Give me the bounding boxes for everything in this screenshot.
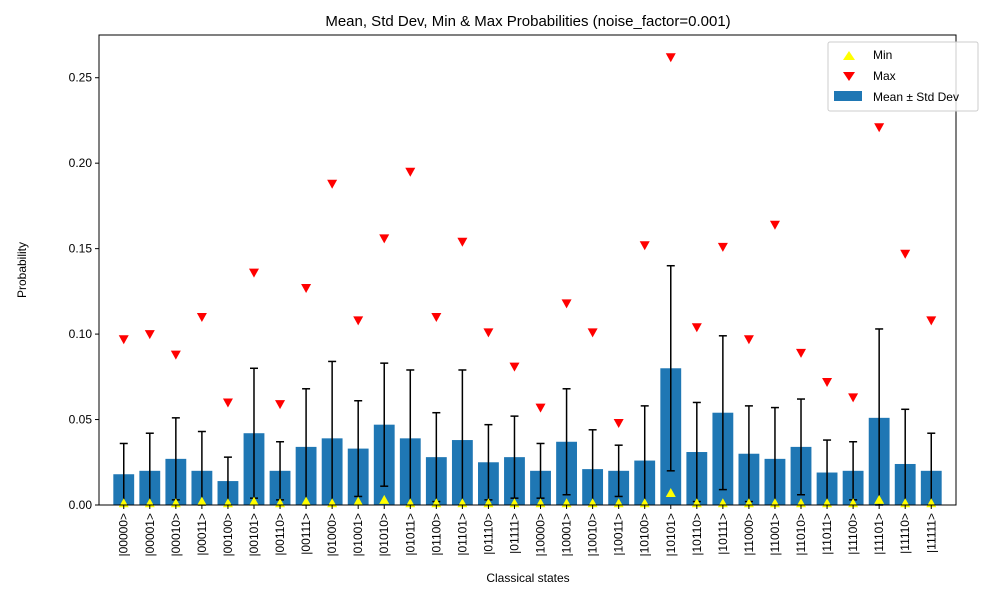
max-marker-2 xyxy=(170,350,181,360)
min-marker-7 xyxy=(301,496,312,506)
x-tick-label-31: |11111> xyxy=(924,513,938,553)
max-marker-16 xyxy=(535,403,546,413)
max-marker-31 xyxy=(926,316,937,326)
x-tick-label-7: |00111> xyxy=(299,513,313,555)
max-marker-19 xyxy=(613,418,624,428)
max-marker-6 xyxy=(275,400,286,410)
x-tick-label-19: |10011> xyxy=(612,513,626,556)
y-tick-label-0: 0.00 xyxy=(69,498,93,512)
x-tick-label-27: |11011> xyxy=(820,513,834,555)
max-marker-11 xyxy=(405,167,416,177)
legend-bar-marker xyxy=(834,91,862,101)
max-marker-22 xyxy=(691,323,702,333)
x-tick-label-15: |01111> xyxy=(507,513,521,554)
max-marker-12 xyxy=(431,313,442,322)
x-tick-label-21: |10101> xyxy=(664,513,678,557)
axes: |00000> |00001> |00010> |00011> |00100> |0010… xyxy=(69,71,939,557)
x-tick-label-12: |01100> xyxy=(429,513,443,556)
y-tick-label-4: 0.20 xyxy=(69,156,93,170)
max-marker-23 xyxy=(717,242,728,252)
max-marker-5 xyxy=(248,268,259,278)
max-marker-27 xyxy=(822,377,833,387)
max-marker-18 xyxy=(587,328,598,338)
min-marker-9 xyxy=(353,496,364,506)
max-marker-29 xyxy=(874,123,885,133)
x-tick-label-30: |11110> xyxy=(898,513,912,554)
x-tick-label-29: |11101> xyxy=(872,513,886,555)
x-tick-label-2: |00010> xyxy=(169,513,183,557)
chart-title: Mean, Std Dev, Min & Max Probabilities (… xyxy=(325,13,730,30)
x-tick-label-18: |10010> xyxy=(586,513,600,557)
x-tick-label-0: |00000> xyxy=(117,513,131,557)
min-marker-29 xyxy=(874,494,885,504)
max-marker-9 xyxy=(353,316,364,326)
y-tick-label-5: 0.25 xyxy=(69,71,93,85)
x-tick-label-9: |01001> xyxy=(351,513,365,557)
legend-min-marker xyxy=(843,51,855,60)
max-marker-26 xyxy=(796,348,807,358)
x-tick-label-17: |10001> xyxy=(560,513,574,557)
y-axis-label: Probability xyxy=(15,242,29,298)
y-tick-label-3: 0.15 xyxy=(69,242,93,256)
min-marker-21 xyxy=(665,488,676,498)
legend-max-label: Max xyxy=(873,69,896,83)
y-tick-label-1: 0.05 xyxy=(69,413,93,427)
min-marker-3 xyxy=(196,496,207,506)
max-marker-30 xyxy=(900,249,911,259)
x-tick-label-5: |00101> xyxy=(247,513,261,557)
min-marker-5 xyxy=(248,496,259,506)
x-tick-label-10: |01010> xyxy=(377,513,391,557)
x-tick-label-24: |11000> xyxy=(742,513,756,556)
max-marker-25 xyxy=(769,220,780,230)
x-tick-label-8: |01000> xyxy=(325,513,339,557)
max-marker-3 xyxy=(196,313,207,322)
x-tick-label-16: |10000> xyxy=(534,513,548,557)
x-tick-label-28: |11100> xyxy=(846,513,860,555)
x-tick-label-20: |10100> xyxy=(638,513,652,557)
plot-frame xyxy=(98,34,957,506)
x-tick-label-11: |01011> xyxy=(403,513,417,556)
legend-bar-label: Mean ± Std Dev xyxy=(873,90,959,104)
x-tick-label-13: |01101> xyxy=(455,513,469,556)
y-tick-label-2: 0.10 xyxy=(69,327,93,341)
x-axis-label: Classical states xyxy=(486,571,569,585)
max-marker-24 xyxy=(743,335,754,345)
x-tick-label-3: |00011> xyxy=(195,513,209,556)
max-marker-20 xyxy=(639,241,650,251)
max-marker-4 xyxy=(222,398,233,408)
legend-max-marker xyxy=(843,72,855,81)
x-tick-label-22: |10110> xyxy=(690,513,704,556)
legend: Min Max Mean ± Std Dev xyxy=(827,41,979,112)
max-marker-28 xyxy=(848,393,859,403)
x-tick-label-1: |00001> xyxy=(143,513,157,557)
max-marker-15 xyxy=(509,362,520,372)
legend-min-label: Min xyxy=(873,48,892,62)
max-marker-8 xyxy=(327,179,338,189)
x-tick-label-6: |00110> xyxy=(273,513,287,556)
max-marker-7 xyxy=(301,283,312,293)
max-marker-1 xyxy=(144,330,155,340)
max-marker-13 xyxy=(457,237,468,247)
max-marker-17 xyxy=(561,299,572,309)
max-marker-14 xyxy=(483,328,494,338)
x-tick-label-4: |00100> xyxy=(221,513,235,557)
max-marker-0 xyxy=(118,335,129,345)
max-marker-21 xyxy=(665,53,676,63)
x-tick-label-25: |11001> xyxy=(768,513,782,556)
min-marker-10 xyxy=(379,494,390,504)
legend-box xyxy=(827,41,979,112)
x-tick-label-23: |10111> xyxy=(716,513,730,555)
max-marker-10 xyxy=(379,234,390,244)
x-tick-label-14: |01110> xyxy=(481,513,495,555)
plot-area xyxy=(113,53,942,508)
x-tick-label-26: |11010> xyxy=(794,513,808,556)
